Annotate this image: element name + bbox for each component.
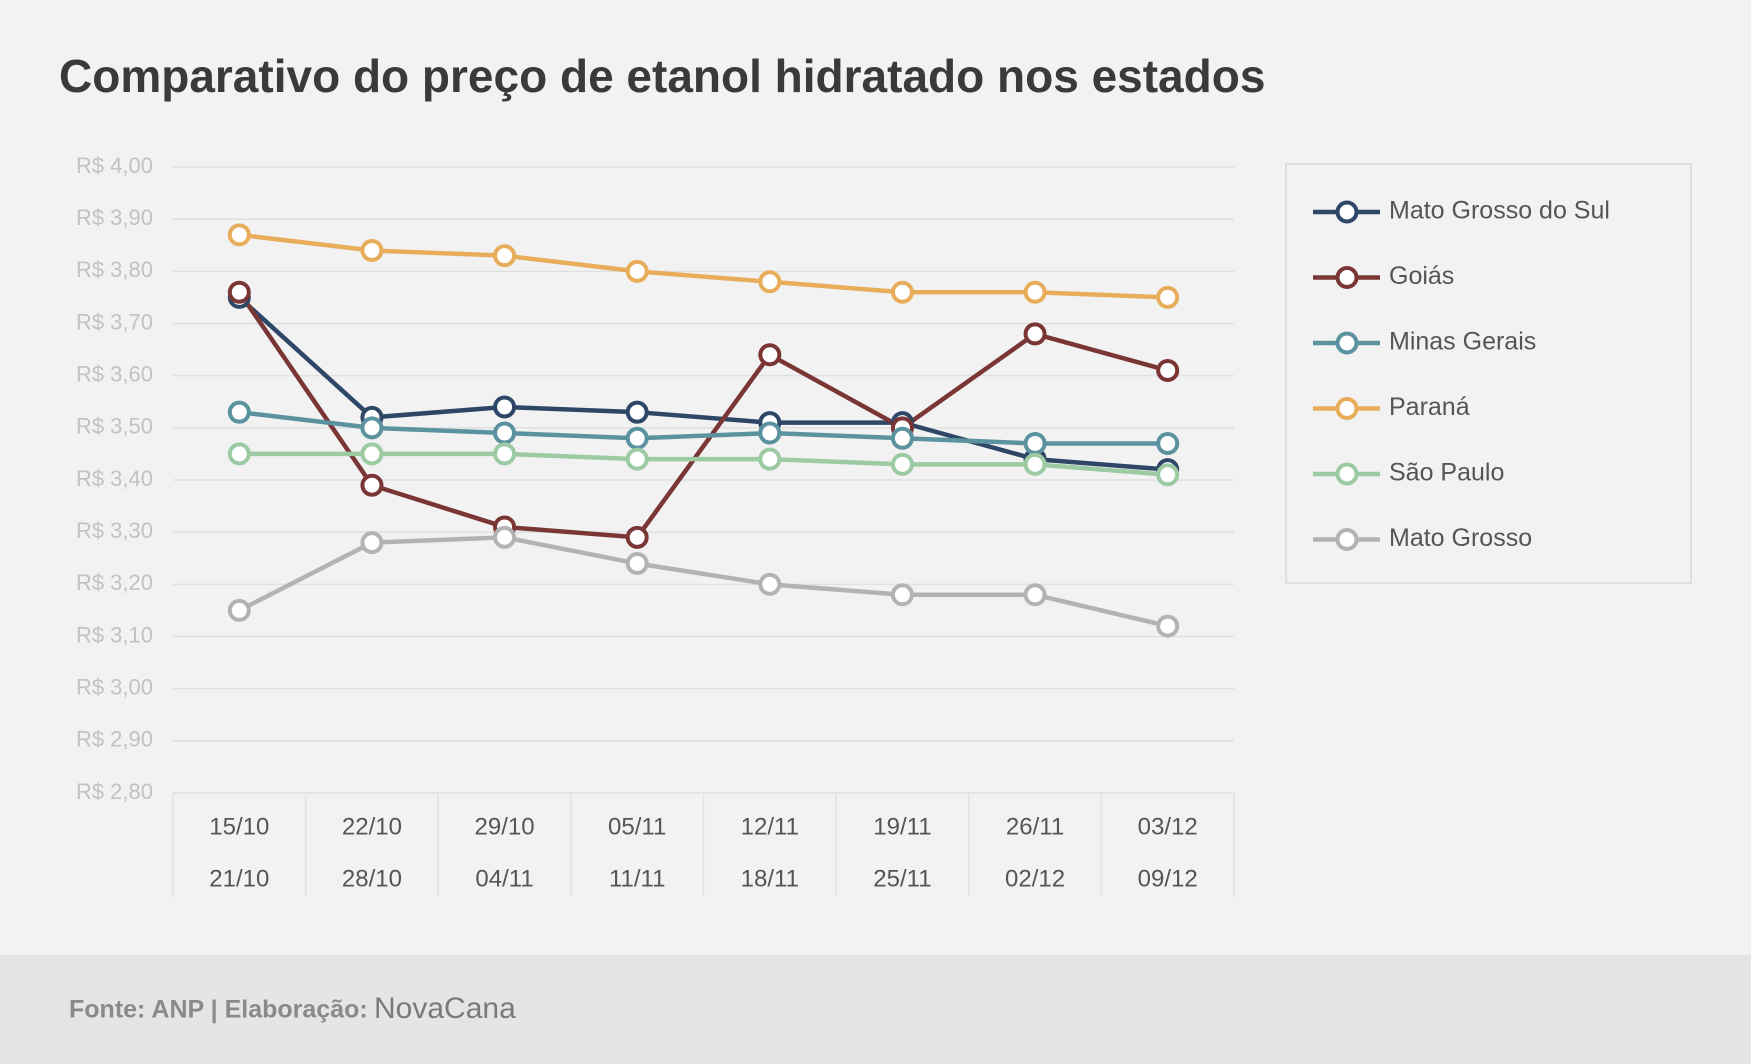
point (360, 238, 384, 262)
x-tick-label: 04/11 (475, 865, 533, 892)
x-tick-label: 29/10 (475, 813, 535, 840)
y-tick-label: R$ 3,20 (76, 570, 153, 595)
point (227, 223, 251, 247)
point (360, 531, 384, 555)
point (758, 343, 782, 367)
y-tick-label: R$ 2,90 (76, 727, 153, 752)
point (625, 525, 649, 549)
x-tick-label: 19/11 (873, 813, 931, 840)
x-tick-label: 02/12 (1005, 865, 1065, 892)
point (227, 598, 251, 622)
legend-marker (1335, 200, 1359, 224)
legend-label: Mato Grosso do Sul (1389, 197, 1610, 225)
point (890, 583, 914, 607)
point (758, 572, 782, 596)
footer-band (0, 955, 1751, 1064)
y-tick-label: R$ 3,10 (76, 622, 153, 647)
x-tick-label: 03/12 (1138, 813, 1198, 840)
y-tick-label: R$ 3,80 (76, 257, 153, 282)
point (625, 259, 649, 283)
legend-marker (1335, 397, 1359, 420)
point (890, 280, 914, 304)
legend-marker (1335, 266, 1359, 289)
point (493, 421, 517, 445)
legend-marker (1335, 528, 1359, 551)
series-line (238, 535, 1169, 629)
y-tick-label: R$ 3,50 (76, 414, 153, 439)
point (227, 400, 251, 424)
series-line (239, 451, 1168, 478)
x-tick-label: 22/10 (342, 813, 402, 840)
point (1156, 463, 1180, 487)
legend-box (1285, 163, 1692, 584)
x-tick-label: 18/11 (741, 865, 799, 892)
point (1156, 431, 1180, 455)
x-tick-label: 12/11 (741, 813, 799, 840)
point (227, 280, 251, 304)
legend-marker (1335, 331, 1359, 355)
legend-label: Mato Grosso (1389, 524, 1532, 552)
point (360, 416, 384, 440)
x-tick-label: 21/10 (209, 865, 269, 892)
y-tick-label: R$ 3,70 (76, 309, 153, 334)
series-line (239, 409, 1168, 446)
point (890, 452, 914, 476)
point (493, 395, 517, 419)
x-tick-label: 15/10 (209, 813, 269, 840)
point (1156, 285, 1180, 309)
brand: NovaCana (374, 992, 516, 1025)
point (1156, 614, 1180, 638)
y-tick-label: R$ 3,00 (76, 674, 153, 699)
point (1156, 358, 1180, 382)
x-tick-label: 09/12 (1138, 865, 1198, 892)
point (758, 447, 782, 471)
source-note: Fonte: ANP | Elaboração: (69, 996, 368, 1024)
point (758, 270, 782, 294)
point (1023, 280, 1047, 304)
x-tick-label: 11/11 (609, 865, 666, 892)
y-tick-label: R$ 3,30 (76, 518, 153, 543)
point (493, 442, 517, 466)
x-tick-label: 28/10 (342, 865, 402, 892)
legend-label: Minas Gerais (1389, 328, 1536, 356)
point (758, 421, 782, 445)
y-tick-label: R$ 2,80 (76, 779, 153, 804)
point (360, 442, 384, 466)
legend-label: São Paulo (1389, 459, 1504, 487)
legend-label: Paraná (1389, 393, 1470, 421)
point (625, 400, 649, 424)
point (1023, 452, 1047, 476)
point (1023, 431, 1047, 455)
point (1023, 322, 1047, 346)
point (1023, 583, 1047, 607)
y-tick-label: R$ 3,40 (76, 466, 153, 491)
point (493, 244, 517, 268)
series-line (237, 290, 1169, 540)
point (625, 426, 649, 450)
x-tick-label: 26/11 (1006, 813, 1064, 840)
legend-marker (1335, 462, 1359, 486)
chart-title: Comparativo do preço de etanol hidratado… (59, 50, 1265, 102)
x-tick-label: 05/11 (608, 813, 666, 840)
point (360, 473, 384, 497)
point (625, 447, 649, 471)
point (890, 426, 914, 450)
y-tick-label: R$ 3,90 (76, 205, 153, 230)
legend-label: Goiás (1389, 262, 1454, 290)
y-tick-label: R$ 3,60 (76, 361, 153, 386)
y-tick-label: R$ 4,00 (76, 153, 153, 178)
point (493, 525, 517, 549)
x-tick-label: 25/11 (873, 865, 931, 892)
series-line (239, 232, 1168, 300)
point (625, 551, 649, 575)
series-line (237, 295, 1168, 472)
point (227, 442, 251, 466)
